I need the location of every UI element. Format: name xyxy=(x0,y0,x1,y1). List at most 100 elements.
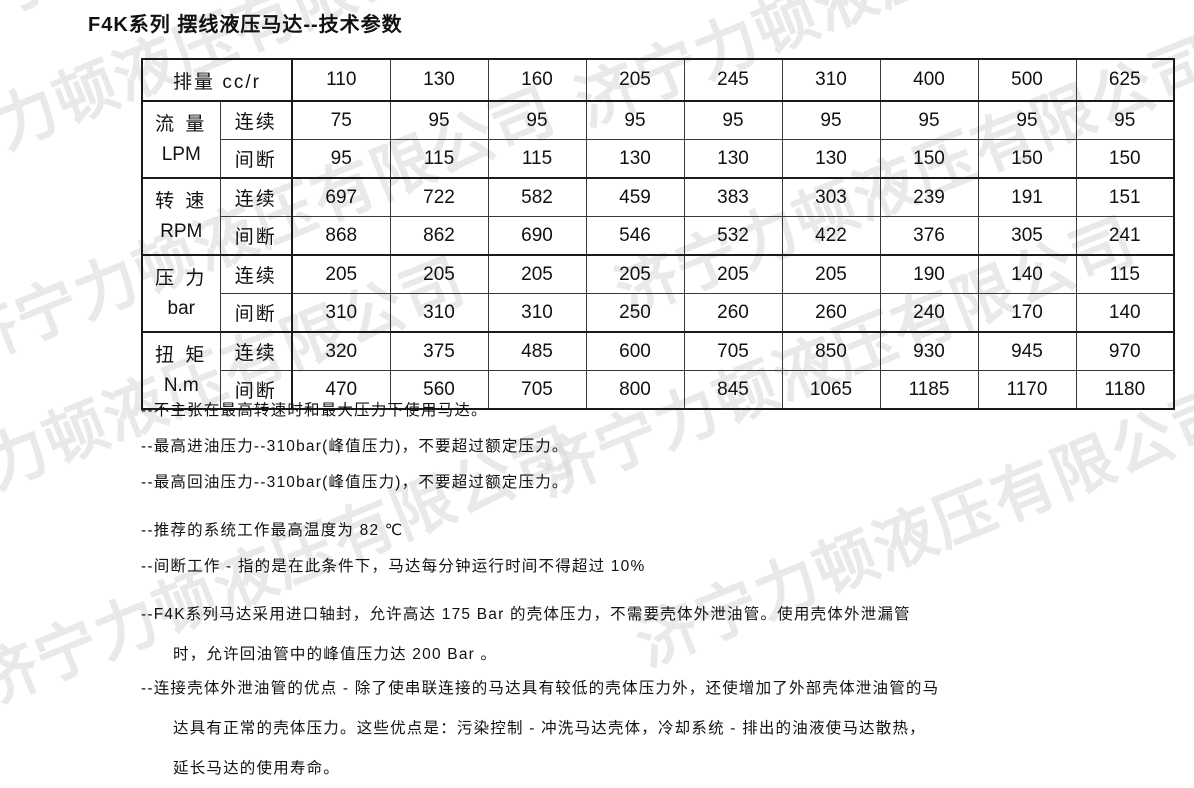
page-title: F4K系列 摆线液压马达--技术参数 xyxy=(88,14,403,36)
row-group-label-line2: LPM xyxy=(161,143,201,165)
table-cell-value: 722 xyxy=(389,177,489,217)
table-cell-value: 150 xyxy=(879,139,979,179)
table-cell-value: 95 xyxy=(683,100,783,140)
table-cell-value: 320 xyxy=(291,331,391,371)
table-cell-value: 191 xyxy=(977,177,1077,217)
row-group-label: 压 力 bar xyxy=(141,254,221,333)
row-group-label-line2: N.m xyxy=(163,374,199,396)
note-line: 延长马达的使用寿命。 xyxy=(173,760,341,777)
note-line: --连接壳体外泄油管的优点 - 除了使串联连接的马达具有较低的壳体压力外，还使增… xyxy=(141,680,940,697)
table-cell-value: 470 xyxy=(291,370,391,410)
table-cell-value: 190 xyxy=(879,254,979,294)
row-condition-label: 间断 xyxy=(219,216,293,256)
table-row: 间断 95 115 115 130 130 130 150 150 150 xyxy=(142,139,1175,179)
table-cell-value: 115 xyxy=(487,139,587,179)
table-cell-value: 862 xyxy=(389,216,489,256)
table-cell-value: 205 xyxy=(781,254,881,294)
table-cell-value: 845 xyxy=(683,370,783,410)
table-cell-value: 140 xyxy=(977,254,1077,294)
row-group-label-line1: 压 力 xyxy=(155,268,208,290)
table-cell-value: 130 xyxy=(585,139,685,179)
note-line: --最高回油压力--310bar(峰值压力)，不要超过额定压力。 xyxy=(141,474,569,491)
table-row: 间断 310 310 310 250 260 260 240 170 140 xyxy=(142,293,1175,333)
table-cell-value: 422 xyxy=(781,216,881,256)
header-displacement-value: 500 xyxy=(977,58,1077,102)
table-cell-value: 310 xyxy=(291,293,391,333)
note-line: --F4K系列马达采用进口轴封，允许高达 175 Bar 的壳体压力，不需要壳体… xyxy=(141,606,911,623)
table-cell-value: 239 xyxy=(879,177,979,217)
table-cell-value: 697 xyxy=(291,177,391,217)
table-cell-value: 130 xyxy=(781,139,881,179)
table-cell-value: 75 xyxy=(291,100,391,140)
table-cell-value: 205 xyxy=(487,254,587,294)
table-cell-value: 250 xyxy=(585,293,685,333)
table-cell-value: 800 xyxy=(585,370,685,410)
row-group-label: 扭 矩 N.m xyxy=(141,331,221,410)
table-cell-value: 260 xyxy=(683,293,783,333)
table-cell-value: 375 xyxy=(389,331,489,371)
row-group-label-line2: RPM xyxy=(160,220,203,242)
table-cell-value: 205 xyxy=(683,254,783,294)
table-cell-value: 205 xyxy=(585,254,685,294)
table-cell-value: 459 xyxy=(585,177,685,217)
row-condition-label: 间断 xyxy=(219,370,293,410)
row-group-label-line1: 转 速 xyxy=(155,191,208,213)
table-cell-value: 151 xyxy=(1075,177,1175,217)
table-cell-value: 850 xyxy=(781,331,881,371)
table-cell-value: 115 xyxy=(1075,254,1175,294)
note-line: 时，允许回油管中的峰值压力达 200 Bar 。 xyxy=(173,646,498,663)
table-cell-value: 140 xyxy=(1075,293,1175,333)
row-group-label-line1: 流 量 xyxy=(155,114,208,136)
row-group-label: 转 速 RPM xyxy=(141,177,221,256)
table-cell-value: 95 xyxy=(1075,100,1175,140)
table-cell-value: 970 xyxy=(1075,331,1175,371)
table-cell-value: 1180 xyxy=(1075,370,1175,410)
table-cell-value: 690 xyxy=(487,216,587,256)
note-line: 达具有正常的壳体压力。这些优点是：污染控制 - 冲洗马达壳体，冷却系统 - 排出… xyxy=(173,720,926,737)
table-row: 间断 470 560 705 800 845 1065 1185 1170 1180 xyxy=(142,370,1175,410)
table-row: 间断 868 862 690 546 532 422 376 305 241 xyxy=(142,216,1175,256)
table-row: 压 力 bar 连续 205 205 205 205 205 205 190 140 115 xyxy=(141,254,1175,333)
technical-parameters-table: 排量 cc/r 110 130 160 205 245 310 400 500 625 流 量 LPM… xyxy=(141,58,1175,410)
table-cell-value: 95 xyxy=(389,100,489,140)
table-cell-value: 150 xyxy=(977,139,1077,179)
table-cell-value: 705 xyxy=(487,370,587,410)
table-cell-value: 600 xyxy=(585,331,685,371)
table-cell-value: 310 xyxy=(487,293,587,333)
note-line: --不主张在最高转速时和最大压力下使用马达。 xyxy=(141,402,488,419)
row-condition-label: 连续 xyxy=(219,100,293,140)
header-displacement-value: 110 xyxy=(291,58,391,102)
table-cell-value: 95 xyxy=(291,139,391,179)
table-cell-value: 150 xyxy=(1075,139,1175,179)
table-cell-value: 95 xyxy=(487,100,587,140)
table-cell-value: 582 xyxy=(487,177,587,217)
header-displacement-value: 130 xyxy=(389,58,489,102)
table-cell-value: 205 xyxy=(389,254,489,294)
table-cell-value: 95 xyxy=(585,100,685,140)
row-group-label: 流 量 LPM xyxy=(141,100,221,179)
spec-table-container: 排量 cc/r 110 130 160 205 245 310 400 500 625 流 量 LPM… xyxy=(141,58,1175,410)
table-cell-value: 260 xyxy=(781,293,881,333)
row-group-label-line1: 扭 矩 xyxy=(155,345,208,367)
table-cell-value: 95 xyxy=(977,100,1077,140)
row-condition-label: 间断 xyxy=(219,293,293,333)
table-row: 扭 矩 N.m 连续 320 375 485 600 705 850 930 945 970 xyxy=(141,331,1175,410)
table-row: 转 速 RPM 连续 697 722 582 459 383 303 239 191 151 xyxy=(141,177,1175,256)
row-condition-label: 间断 xyxy=(219,139,293,179)
table-cell-value: 1065 xyxy=(781,370,881,410)
table-cell-value: 115 xyxy=(389,139,489,179)
table-cell-value: 240 xyxy=(879,293,979,333)
table-cell-value: 310 xyxy=(389,293,489,333)
table-row: 流 量 LPM 连续 75 95 95 95 95 95 95 95 95 xyxy=(141,100,1175,179)
table-cell-value: 532 xyxy=(683,216,783,256)
table-cell-value: 1185 xyxy=(879,370,979,410)
table-cell-value: 945 xyxy=(977,331,1077,371)
table-cell-value: 303 xyxy=(781,177,881,217)
table-cell-value: 868 xyxy=(291,216,391,256)
header-displacement-value: 205 xyxy=(585,58,685,102)
row-condition-label: 连续 xyxy=(219,331,293,371)
header-displacement-value: 400 xyxy=(879,58,979,102)
table-cell-value: 546 xyxy=(585,216,685,256)
header-displacement-value: 160 xyxy=(487,58,587,102)
note-line: --最高进油压力--310bar(峰值压力)，不要超过额定压力。 xyxy=(141,438,569,455)
